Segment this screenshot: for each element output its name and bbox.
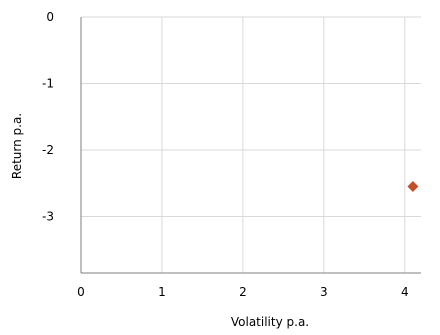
y-tick-label: -3 [42, 209, 54, 223]
x-tick-label: 2 [239, 285, 247, 299]
data-point-diamond [407, 181, 419, 193]
x-tick-label: 4 [401, 285, 409, 299]
data-points [407, 181, 419, 193]
x-tick-label: 0 [77, 285, 85, 299]
x-axis-title: Volatility p.a. [231, 315, 309, 329]
y-tick-label: 0 [46, 10, 54, 24]
tick-labels: 0 1 2 3 4 0 -1 -2 -3 [42, 10, 409, 299]
x-tick-label: 3 [320, 285, 328, 299]
y-tick-label: -2 [42, 143, 54, 157]
y-axis-title: Return p.a. [10, 113, 24, 179]
x-tick-label: 1 [158, 285, 166, 299]
y-tick-label: -1 [42, 76, 54, 90]
grid-lines [81, 16, 421, 273]
axes [80, 17, 421, 274]
